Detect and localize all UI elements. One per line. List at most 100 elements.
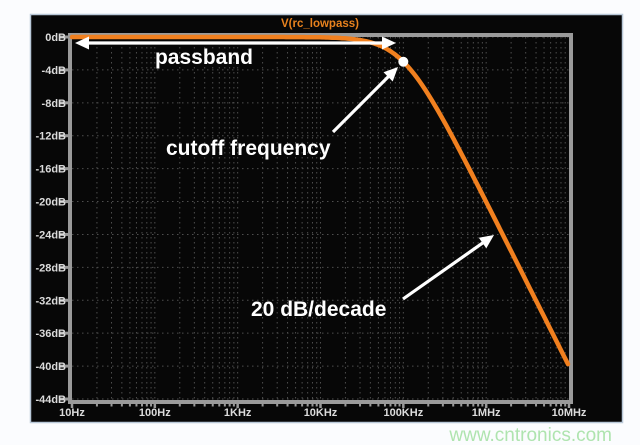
x-axis-tick-minor <box>359 402 362 407</box>
x-axis-tick-minor <box>559 402 562 407</box>
x-axis-tick-major <box>319 402 322 408</box>
x-axis-tick-minor <box>178 402 181 407</box>
axis-ticks-layer <box>59 35 571 408</box>
x-axis-tick-minor <box>150 402 153 407</box>
x-axis-tick-minor <box>398 402 401 407</box>
x-tick-label: 100KHz <box>383 407 423 419</box>
x-axis-tick-minor <box>110 402 113 407</box>
x-axis-tick-minor <box>543 402 546 407</box>
x-axis-tick-minor <box>311 402 314 407</box>
y-axis-tick <box>59 232 68 236</box>
x-axis-tick-minor <box>203 402 206 407</box>
y-axis-tick <box>59 397 68 401</box>
y-tick-label: -28dB <box>35 262 66 274</box>
x-axis-tick-minor <box>261 402 264 407</box>
x-axis-tick-minor <box>524 402 527 407</box>
x-axis-tick-minor <box>383 402 386 407</box>
passband-arrow-head <box>75 36 89 50</box>
y-tick-label: -4dB <box>42 65 67 77</box>
axis-labels-layer: 0dB -4dB -8dB -12dB -16dB -20dB -24dB -28dB -32d… <box>35 32 586 419</box>
x-axis-tick-minor <box>218 402 221 407</box>
x-axis-tick-major <box>70 402 74 408</box>
cutoff-marker-dot <box>398 56 409 67</box>
passband-arrow-head <box>382 36 396 50</box>
y-tick-label: -24dB <box>35 229 66 241</box>
x-axis-tick-minor <box>472 402 475 407</box>
y-axis-tick <box>59 101 68 105</box>
x-axis-tick-minor <box>294 402 297 407</box>
y-tick-label: -44dB <box>35 394 66 406</box>
cutoff-arrow-head <box>383 67 398 82</box>
plot-title: V(rc_lowpass) <box>281 18 359 30</box>
y-axis-tick <box>59 298 68 302</box>
y-tick-label: -40dB <box>35 361 66 373</box>
x-tick-label: 10Hz <box>59 407 85 419</box>
x-axis-tick-major <box>153 402 157 408</box>
y-tick-label: 0dB <box>45 32 66 44</box>
y-axis-tick <box>59 35 68 39</box>
y-axis-tick <box>59 364 68 368</box>
x-axis-tick-minor <box>145 402 148 407</box>
x-axis-tick-minor <box>466 402 469 407</box>
x-axis-tick-minor <box>211 402 214 407</box>
x-axis-tick-major <box>484 402 488 408</box>
x-axis-tick-minor <box>276 402 279 407</box>
annotation-passband-label: passband <box>155 46 253 69</box>
x-axis-tick-minor <box>135 402 138 407</box>
y-tick-label: -32dB <box>35 295 66 307</box>
slope-arrow-head <box>478 235 494 249</box>
trace-v-rc-lowpass <box>69 34 571 367</box>
y-axis-tick <box>59 167 68 171</box>
annotation-arrows-layer <box>75 36 494 301</box>
x-axis-tick-minor <box>120 402 123 407</box>
plot-window-panel <box>29 13 624 424</box>
x-axis-tick-minor <box>441 402 444 407</box>
watermark: www.cntronics.com <box>448 425 612 445</box>
x-axis-tick-minor <box>306 402 309 407</box>
y-tick-label: -20dB <box>35 197 66 209</box>
x-axis-tick-minor <box>95 402 98 407</box>
x-tick-label: 10MHz <box>552 407 587 419</box>
x-axis-tick-minor <box>477 402 480 407</box>
x-axis-tick-minor <box>301 402 304 407</box>
x-axis-tick-minor <box>223 402 226 407</box>
x-axis-tick-major <box>402 402 405 408</box>
x-axis-tick-minor <box>377 402 380 407</box>
x-axis-tick-minor <box>315 402 318 407</box>
x-axis-tick-minor <box>389 402 392 407</box>
x-tick-label: 10KHz <box>304 407 338 419</box>
y-axis-tick <box>59 134 68 138</box>
x-axis-tick-minor <box>369 402 372 407</box>
trace-layer <box>69 34 571 367</box>
x-axis-tick-major <box>236 402 239 408</box>
y-axis-tick <box>59 265 68 269</box>
y-tick-label: -36dB <box>35 328 66 340</box>
plot-frame <box>68 33 573 404</box>
x-axis-tick-minor <box>141 402 144 407</box>
annotation-slope-label: 20 dB/decade <box>251 298 386 321</box>
y-axis-tick <box>59 200 68 204</box>
x-tick-label: 100Hz <box>139 407 171 419</box>
grid-layer <box>72 36 569 400</box>
x-axis-tick-minor <box>193 402 196 407</box>
x-axis-tick-minor <box>452 402 455 407</box>
x-axis-tick-minor <box>228 402 231 407</box>
x-axis-tick-minor <box>128 402 131 407</box>
annotation-cutoff-label: cutoff frequency <box>166 137 331 160</box>
x-axis-tick-minor <box>460 402 463 407</box>
slope-arrow-line <box>402 240 486 301</box>
x-axis-tick-minor <box>555 402 558 407</box>
x-tick-label: 1MHz <box>472 407 501 419</box>
y-axis-tick <box>59 68 68 72</box>
x-axis-tick-minor <box>394 402 397 407</box>
x-tick-label: 1KHz <box>224 407 252 419</box>
x-axis-tick-minor <box>481 402 484 407</box>
cutoff-arrow-line <box>331 73 392 134</box>
y-axis-tick <box>59 331 68 335</box>
y-tick-label: -8dB <box>42 98 67 110</box>
x-axis-tick-minor <box>535 402 538 407</box>
x-axis-tick-minor <box>427 402 430 407</box>
x-axis-tick-minor <box>510 402 513 407</box>
